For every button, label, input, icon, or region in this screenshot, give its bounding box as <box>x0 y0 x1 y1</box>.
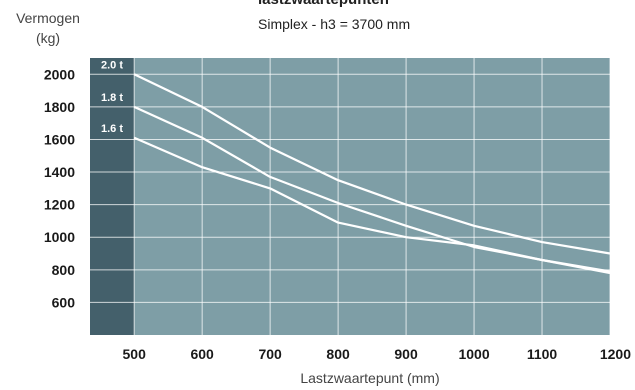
y-tick-1600: 1600 <box>44 131 75 147</box>
series-line-3 <box>133 136 611 275</box>
label-band <box>90 58 135 335</box>
x-axis-label: Lastzwaartepunt (mm) <box>300 370 439 386</box>
x-tick-800: 800 <box>326 346 350 362</box>
series-label-3: 1.6 t <box>101 123 123 135</box>
x-tick-1100: 1100 <box>527 346 558 362</box>
y-tick-800: 800 <box>52 262 76 278</box>
y-tick-1000: 1000 <box>44 229 75 245</box>
series-lines <box>133 73 611 275</box>
series-labels: 2.0 t 1.8 t 1.6 t <box>101 59 123 135</box>
series-line-1 <box>133 73 611 255</box>
series-label-2: 1.8 t <box>101 92 123 104</box>
x-tick-500: 500 <box>123 346 147 362</box>
x-tick-1200: 1200 <box>600 346 631 362</box>
chart-subtitle: Simplex - h3 = 3700 mm <box>258 16 410 32</box>
x-tick-700: 700 <box>258 346 282 362</box>
y-axis-unit: (kg) <box>36 30 60 46</box>
x-axis-ticks: 500 600 700 800 900 1000 1100 1200 <box>123 346 632 362</box>
y-axis-label: Vermogen <box>16 10 80 26</box>
x-tick-1000: 1000 <box>458 346 489 362</box>
y-tick-1400: 1400 <box>44 164 75 180</box>
x-tick-600: 600 <box>190 346 214 362</box>
plot-background <box>90 58 610 335</box>
series-label-1: 2.0 t <box>101 59 123 71</box>
y-axis-ticks: 600 800 1000 1200 1400 1600 1800 2000 <box>44 66 75 310</box>
y-tick-1800: 1800 <box>44 99 75 115</box>
y-tick-2000: 2000 <box>44 66 75 82</box>
chart-title: lastzwaartepunten <box>258 0 389 8</box>
plot-area <box>90 58 610 335</box>
x-tick-900: 900 <box>394 346 418 362</box>
y-tick-600: 600 <box>52 294 76 310</box>
y-tick-1200: 1200 <box>44 197 75 213</box>
